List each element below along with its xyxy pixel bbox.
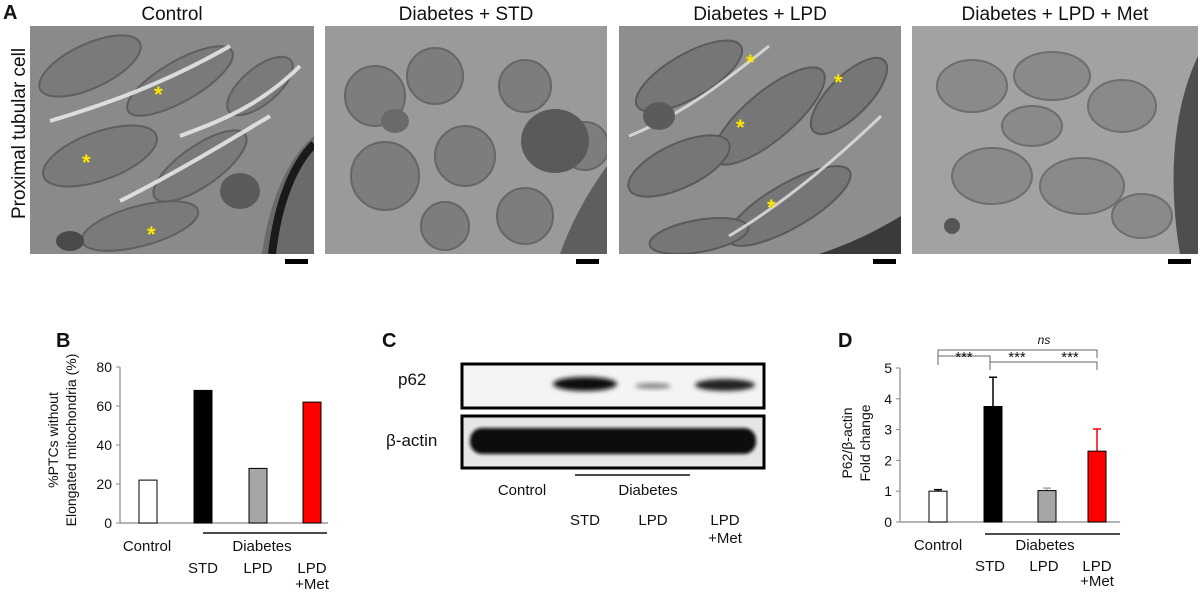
- blot-sub-label: LPD: [638, 512, 667, 529]
- chart-b-group-label: Diabetes: [232, 538, 291, 555]
- chart-d-sub-label: LPD: [1029, 558, 1058, 575]
- chart-d-bar: [928, 490, 948, 523]
- asterisk: *: [767, 195, 776, 220]
- chart-b-ytick-label: 0: [104, 515, 112, 531]
- asterisk: *: [736, 115, 745, 140]
- panel-a-letter: A: [3, 2, 18, 24]
- band-label-actin: β-actin: [386, 431, 438, 450]
- chart-d-sub-label: STD: [975, 558, 1005, 575]
- chart-d-ytick-label: 3: [884, 422, 892, 438]
- chart-b-ylabel-2: Elongated mitochondria (%): [63, 354, 79, 527]
- sig-bracket: [937, 355, 991, 364]
- em-image-std: [325, 26, 607, 254]
- em-image-lpd-met: [912, 26, 1198, 254]
- panel-d-letter: D: [838, 330, 853, 352]
- panel-b-letter: B: [56, 330, 71, 352]
- sig-label: ***: [1008, 349, 1026, 366]
- chart-b-sub-label: LPD: [243, 560, 272, 577]
- scale-bar: [285, 259, 308, 264]
- western-blot: Control Diabetes STD LPD LPD +Met: [460, 362, 766, 547]
- asterisk: *: [147, 222, 156, 247]
- scale-bar: [873, 259, 896, 264]
- band-label-p62: p62: [398, 370, 427, 389]
- chart-d-bar: [983, 406, 1003, 523]
- blot-sub-label: +Met: [708, 530, 743, 547]
- blot-control-label: Control: [498, 482, 546, 499]
- em-title-lpd-met: Diabetes + LPD + Met: [961, 4, 1149, 25]
- chart-b-ytick-label: 20: [96, 476, 112, 492]
- chart-b-bar: [248, 467, 268, 524]
- em-image-lpd: * * * *: [619, 26, 901, 254]
- sig-label: ***: [955, 349, 973, 366]
- chart-d-ytick-label: 0: [884, 514, 892, 530]
- asterisk: *: [154, 82, 163, 107]
- chart-b-sub-label: STD: [188, 560, 218, 577]
- panel-c-letter: C: [382, 330, 397, 352]
- chart-d-ytick-label: 2: [884, 452, 892, 468]
- chart-d-control-label: Control: [914, 537, 962, 554]
- chart-b-ytick-label: 60: [96, 398, 112, 414]
- chart-b-ytick-label: 80: [96, 359, 112, 375]
- asterisk: *: [834, 70, 843, 95]
- chart-d-ytick-label: 5: [884, 360, 892, 376]
- chart-b-ylabel-1: %PTCs without: [45, 392, 61, 488]
- scale-bar: [576, 259, 599, 264]
- chart-d-group-label: Diabetes: [1015, 537, 1074, 554]
- chart-d-sub-label: LPD: [1082, 558, 1111, 575]
- blot-sub-label: STD: [570, 512, 600, 529]
- chart-d-ylabel-2: Fold change: [857, 404, 873, 481]
- sig-label: ***: [1061, 349, 1079, 366]
- sig-label-ns: ns: [1038, 333, 1051, 347]
- chart-d-sub-label: +Met: [1080, 573, 1115, 590]
- sig-bracket: [989, 361, 1098, 370]
- scale-bar: [1168, 259, 1191, 264]
- chart-b-bar: [138, 479, 158, 524]
- chart-b-ytick-label: 40: [96, 437, 112, 453]
- chart-b: %PTCs without Elongated mitochondria (%)…: [45, 354, 330, 590]
- em-title-lpd: Diabetes + LPD: [693, 4, 827, 25]
- chart-d-bar: [1037, 490, 1057, 523]
- em-title-control: Control: [141, 4, 203, 25]
- chart-b-bar: [193, 389, 213, 524]
- chart-b-bar: [302, 401, 322, 524]
- chart-d: P62/β-actin Fold change 0 1 2 3 4 5 ns *** **…: [839, 333, 1120, 590]
- chart-d-ytick-label: 4: [884, 391, 892, 407]
- asterisk: *: [82, 150, 91, 175]
- chart-b-sub-label: LPD: [297, 560, 326, 577]
- row-label: Proximal tubular cell: [9, 47, 30, 219]
- sig-bracket: [937, 349, 1098, 358]
- chart-d-ytick-label: 1: [884, 483, 892, 499]
- chart-d-bar: [1087, 450, 1107, 523]
- chart-b-control-label: Control: [123, 538, 171, 555]
- blot-group-label: Diabetes: [618, 482, 677, 499]
- asterisk: *: [746, 50, 755, 75]
- blot-sub-label: LPD: [710, 512, 739, 529]
- em-image-control: * * *: [30, 26, 314, 254]
- chart-d-ylabel-1: P62/β-actin: [839, 407, 855, 478]
- chart-b-sub-label: +Met: [295, 576, 330, 590]
- em-title-std: Diabetes + STD: [398, 4, 534, 25]
